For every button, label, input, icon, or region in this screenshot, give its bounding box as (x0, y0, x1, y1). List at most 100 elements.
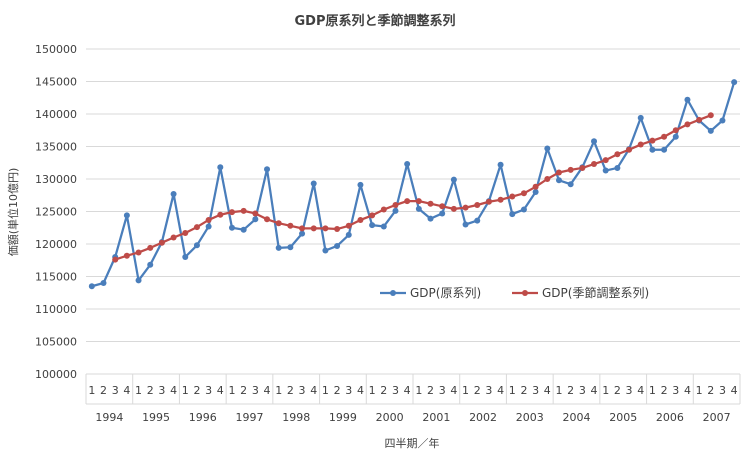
year-tick-label: 2001 (422, 411, 450, 424)
quarter-tick-label: 2 (193, 384, 200, 397)
quarter-tick-label: 4 (217, 384, 224, 397)
data-point (427, 215, 434, 222)
data-point (731, 79, 738, 86)
quarter-tick-label: 4 (404, 384, 411, 397)
data-point (147, 244, 154, 251)
data-point (357, 181, 364, 188)
data-point (182, 229, 189, 236)
quarter-tick-label: 4 (684, 384, 691, 397)
series-line (91, 81, 736, 288)
data-point (474, 202, 481, 208)
data-point (380, 223, 387, 230)
quarter-tick-label: 2 (287, 384, 294, 397)
data-point (439, 203, 446, 210)
year-tick-label: 2002 (469, 411, 497, 424)
data-point (123, 212, 130, 219)
year-tick-label: 1999 (329, 411, 357, 424)
y-axis-label: 価額(単位10億円) (6, 168, 20, 257)
data-point (170, 190, 177, 197)
data-point (228, 224, 235, 231)
data-point (392, 207, 399, 214)
data-point (509, 193, 516, 200)
year-tick-label: 2000 (376, 411, 404, 424)
quarter-tick-label: 1 (649, 384, 656, 397)
data-point (88, 283, 95, 290)
quarter-tick-label: 3 (392, 384, 399, 397)
quarter-tick-label: 3 (112, 384, 119, 397)
quarter-tick-label: 3 (252, 384, 259, 397)
data-point (684, 96, 691, 103)
quarter-tick-label: 1 (182, 384, 189, 397)
data-point (649, 146, 656, 153)
quarter-tick-label: 3 (345, 384, 352, 397)
quarter-tick-label: 3 (158, 384, 165, 397)
quarter-tick-label: 4 (357, 384, 364, 397)
data-point (404, 161, 411, 168)
data-point (252, 216, 259, 223)
data-point (591, 138, 598, 145)
quarter-tick-label: 1 (135, 384, 142, 397)
data-point (310, 180, 317, 187)
data-point (275, 220, 282, 227)
data-point (334, 226, 341, 233)
data-point (240, 207, 247, 214)
y-tick-label: 115000 (35, 271, 77, 284)
quarter-tick-label: 1 (555, 384, 562, 397)
data-point (649, 137, 656, 144)
y-axis-ticks: 100000 105000 110000 115000 120000 125000 1300… (35, 43, 77, 381)
data-point (509, 211, 516, 218)
data-point (275, 244, 282, 251)
data-point (135, 249, 142, 256)
quarter-tick-label: 3 (532, 384, 539, 397)
data-point (135, 277, 142, 284)
data-point (287, 222, 294, 229)
data-point (322, 247, 329, 254)
y-tick-label: 100000 (35, 368, 77, 381)
data-point (415, 198, 422, 205)
data-point (532, 183, 539, 190)
data-point (532, 189, 539, 195)
quarter-tick-label: 2 (427, 384, 434, 397)
data-point (626, 146, 633, 153)
data-point (287, 244, 294, 251)
quarter-tick-label: 4 (123, 384, 130, 397)
data-point (182, 254, 189, 260)
data-point (567, 181, 574, 188)
data-point (497, 196, 504, 203)
data-point (661, 146, 668, 153)
data-point (299, 225, 306, 232)
data-point (485, 198, 492, 205)
data-point (205, 223, 212, 230)
data-point (170, 234, 177, 241)
data-point (719, 117, 726, 124)
year-tick-label: 1997 (236, 411, 264, 424)
legend-item: GDP(季節調整系列) (512, 285, 649, 300)
data-point (334, 242, 341, 249)
data-point (205, 216, 212, 223)
legend-label: GDP(原系列) (410, 286, 481, 300)
quarter-tick-label: 3 (485, 384, 492, 397)
quarter-tick-label: 4 (731, 384, 738, 397)
y-tick-label: 130000 (35, 173, 77, 186)
quarter-tick-label: 1 (228, 384, 235, 397)
x-axis-label: 四半期／年 (385, 436, 440, 450)
y-tick-label: 105000 (35, 336, 77, 349)
data-point (520, 190, 527, 197)
legend: GDP(原系列) GDP(季節調整系列) (380, 285, 649, 300)
data-point (217, 164, 224, 171)
quarter-tick-label: 1 (462, 384, 469, 397)
data-point (380, 206, 387, 213)
quarter-tick-label: 4 (497, 384, 504, 397)
data-point (427, 200, 434, 207)
quarter-tick-label: 2 (707, 384, 714, 397)
quarter-tick-label: 4 (450, 384, 457, 397)
quarter-tick-label: 2 (614, 384, 621, 397)
data-point (544, 145, 551, 152)
data-point (264, 216, 271, 223)
data-point (591, 161, 598, 168)
year-tick-label: 2006 (656, 411, 684, 424)
y-tick-label: 110000 (35, 303, 77, 316)
data-point (462, 221, 469, 228)
